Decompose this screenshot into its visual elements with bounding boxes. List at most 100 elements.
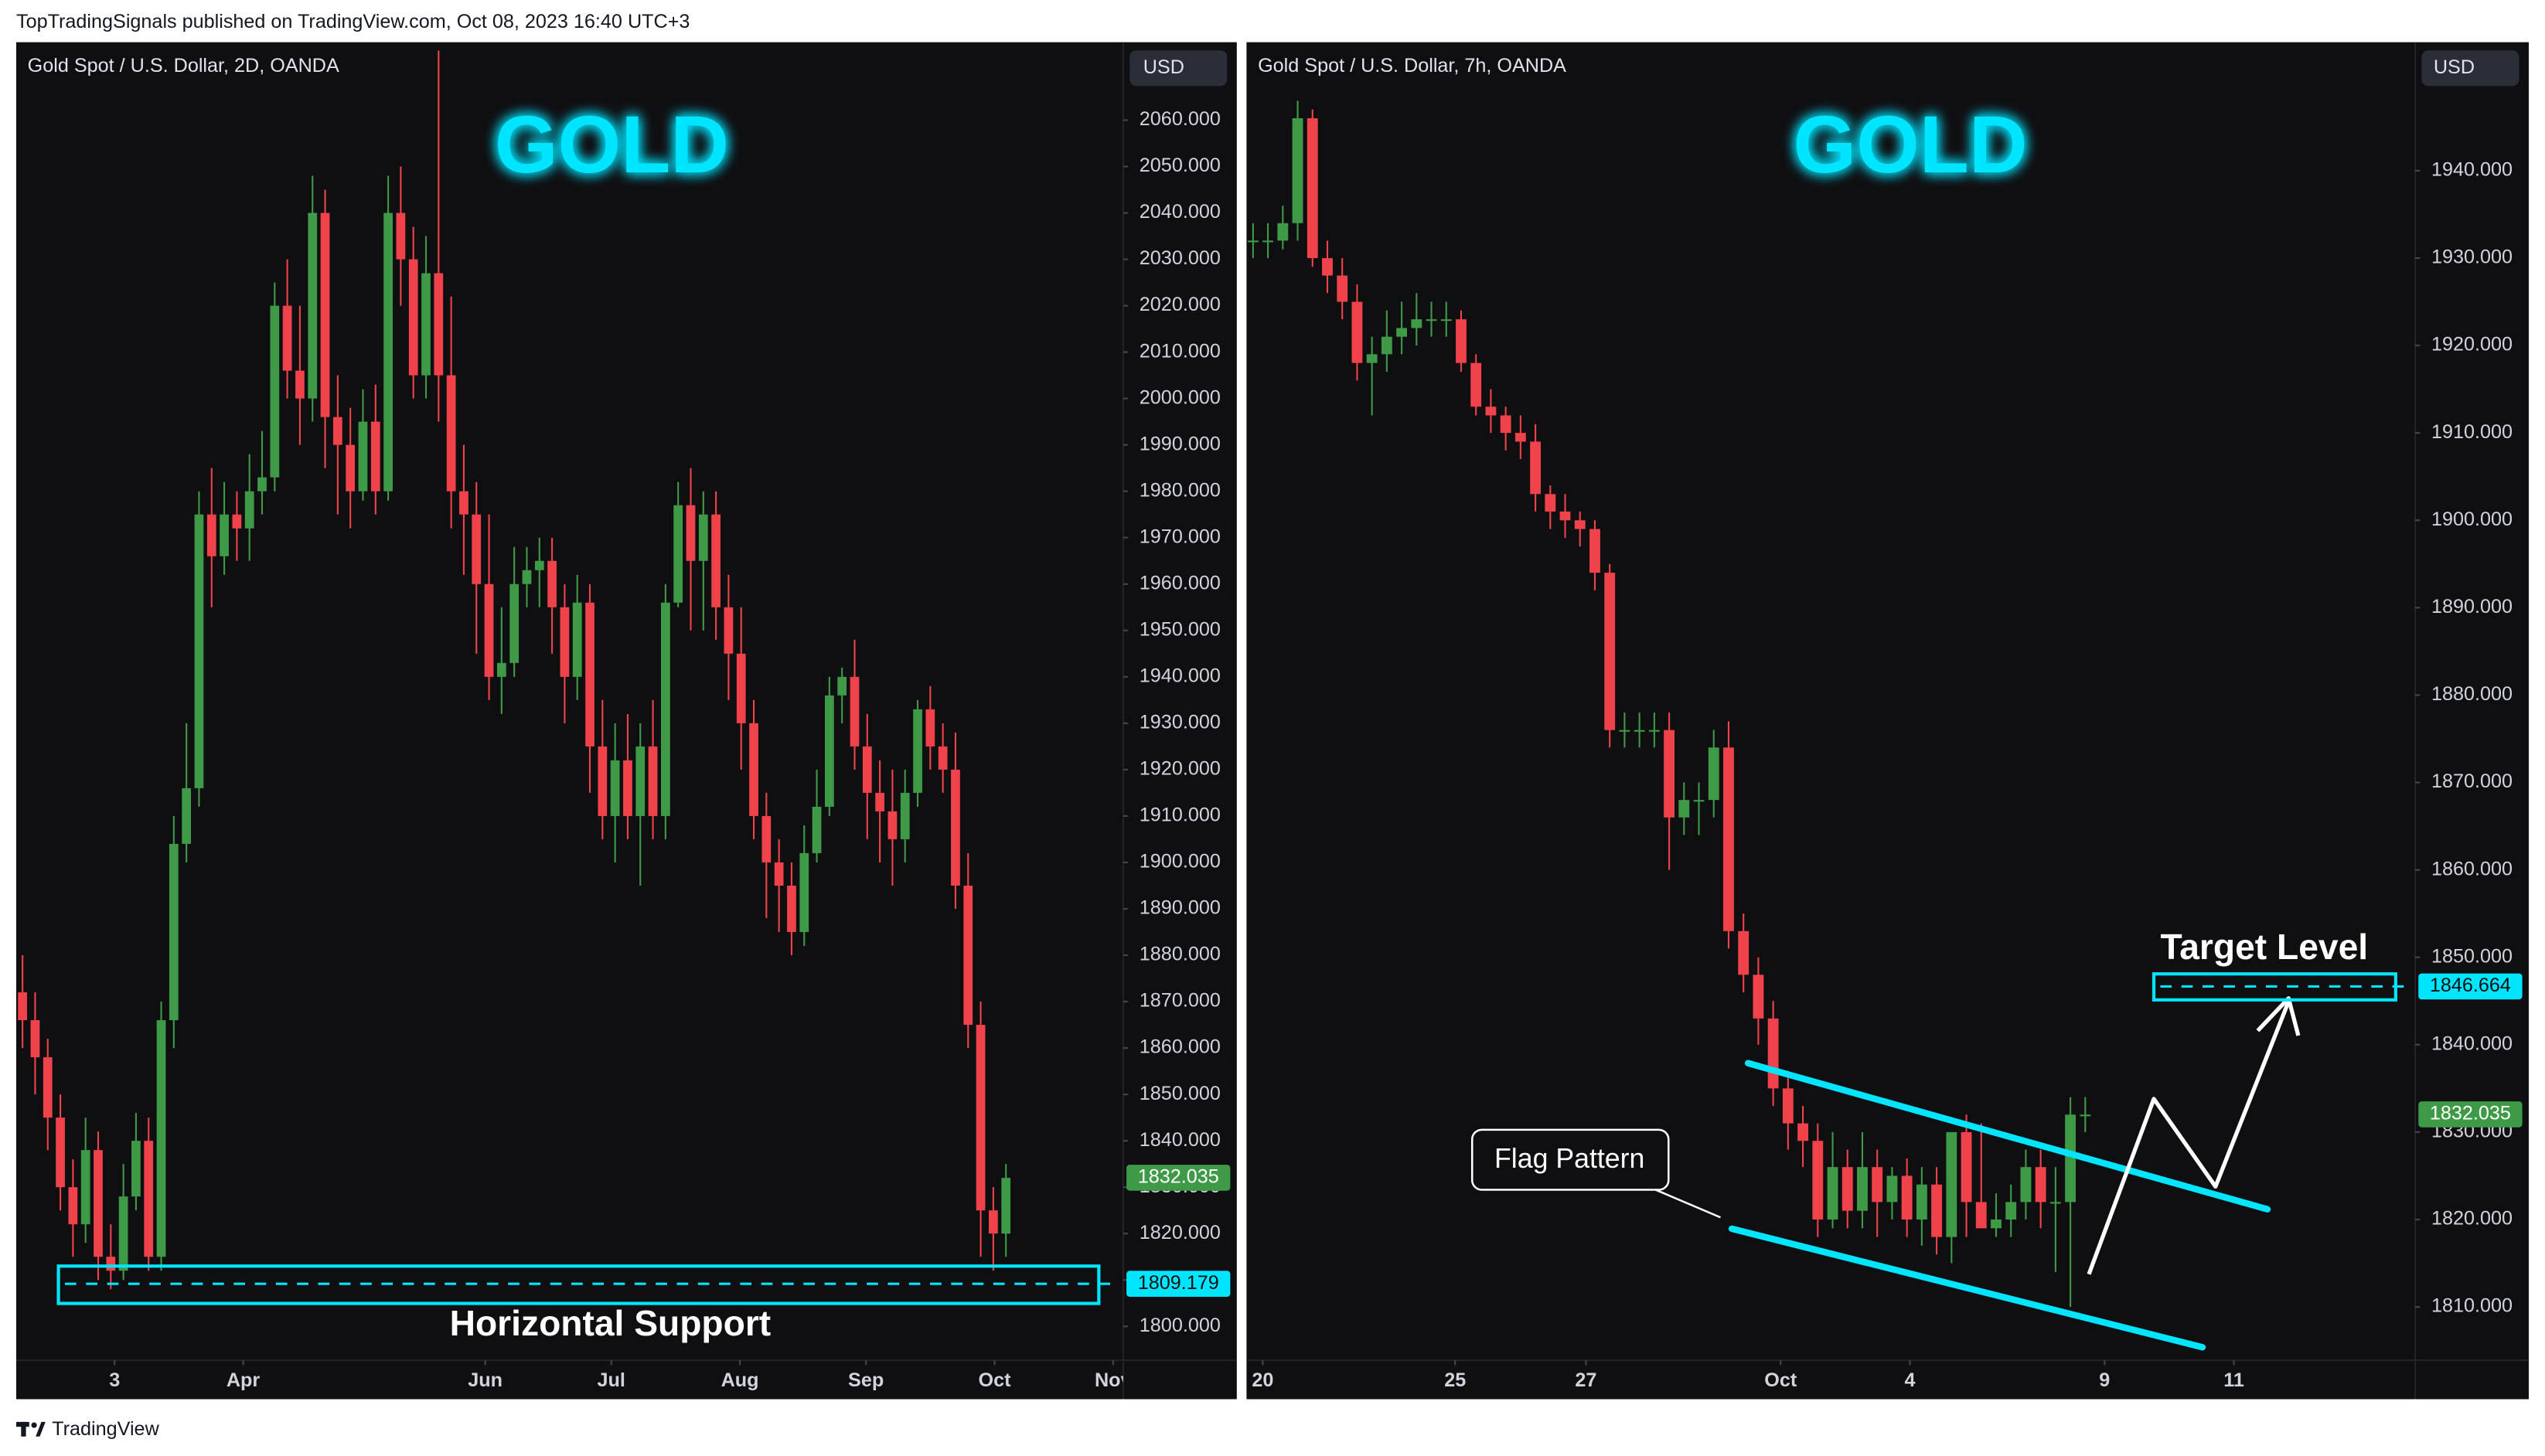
candle-body: [232, 514, 242, 529]
candle-body: [459, 491, 468, 515]
candle-body: [1782, 1088, 1794, 1124]
candle-body: [1991, 1219, 2002, 1229]
y-tick-label: 2010.000: [1140, 340, 1221, 362]
candle-body: [635, 746, 646, 816]
candle-body: [1485, 407, 1497, 416]
symbol-info: Gold Spot / U.S. Dollar, 2D, OANDA: [28, 55, 339, 77]
x-tick-label: Jun: [468, 1369, 503, 1391]
candle-body: [68, 1187, 78, 1225]
candle-body: [976, 1025, 986, 1211]
symbol-info: Gold Spot / U.S. Dollar, 7h, OANDA: [1258, 55, 1566, 77]
candle-body: [1901, 1175, 1913, 1220]
candle-body: [1001, 1178, 1011, 1234]
candle-body: [913, 709, 922, 793]
candle-body: [80, 1150, 90, 1225]
candle-body: [332, 417, 342, 445]
y-tick-label: 1930.000: [1140, 712, 1221, 733]
candle-body: [370, 421, 380, 492]
candle-body: [2080, 1114, 2091, 1117]
x-tick-label: 11: [2223, 1369, 2244, 1391]
level-tag-label: 1809.179: [1138, 1272, 1219, 1294]
candle-body: [1366, 354, 1378, 363]
currency-button[interactable]: [2421, 50, 2519, 87]
candle-body: [1753, 975, 1764, 1019]
candle-body: [547, 560, 557, 607]
x-tick-label: 9: [2099, 1369, 2110, 1391]
candle-body: [1872, 1167, 1883, 1203]
candle-body: [2020, 1167, 2032, 1203]
y-tick-label: 1950.000: [1140, 618, 1221, 640]
left-panel: [15, 42, 1237, 1400]
candle-body: [1247, 240, 1259, 243]
candle-body: [812, 806, 822, 853]
candle-body: [534, 560, 544, 570]
level-tag: [1126, 1271, 1231, 1297]
candle-body: [169, 843, 179, 1021]
candle-body: [837, 676, 847, 696]
candle-body: [1723, 747, 1734, 931]
candle-body: [2005, 1202, 2017, 1220]
candle-body: [106, 1257, 116, 1271]
x-tick-label: 4: [1904, 1369, 1915, 1391]
currency[interactable]: USD: [1143, 56, 1184, 78]
callout-pointer: [1654, 1189, 1721, 1219]
candle-body: [989, 1210, 998, 1234]
candle-body: [1841, 1167, 1853, 1211]
candle-body: [1634, 730, 1645, 732]
candle-body: [660, 602, 670, 816]
y-tick-label: 2030.000: [1140, 247, 1221, 269]
candle-body: [1946, 1131, 1957, 1237]
candle-body: [206, 514, 216, 556]
candle-body: [1456, 319, 1467, 363]
candle-body: [1292, 118, 1303, 223]
y-tick-label: 1930.000: [2431, 247, 2513, 268]
candle-body: [1678, 800, 1690, 818]
y-tick-label: 1990.000: [1140, 433, 1221, 454]
y-tick-label: 1980.000: [1140, 479, 1221, 501]
x-tick-label: Apr: [227, 1369, 261, 1391]
currency[interactable]: USD: [2434, 56, 2475, 78]
candle-body: [673, 505, 683, 603]
flag-lower-line: [1728, 1225, 2206, 1351]
y-tick-label: 1910.000: [1140, 805, 1221, 826]
candle-body: [1975, 1202, 1987, 1229]
candle-body: [1440, 319, 1452, 321]
candle-body: [434, 273, 444, 376]
candle-body: [1767, 1018, 1779, 1089]
candle-body: [383, 213, 393, 492]
y-tick-label: 1820.000: [1140, 1222, 1221, 1243]
candle-body: [711, 514, 721, 607]
publish-info: TopTradingSignals published on TradingVi…: [16, 11, 690, 32]
currency-button[interactable]: [1129, 50, 1228, 87]
candle-body: [1708, 747, 1719, 801]
candle-body: [925, 709, 935, 747]
candle-body: [888, 811, 898, 839]
candle-body: [1411, 319, 1422, 328]
candle-body: [1262, 240, 1274, 243]
candle-body: [1514, 433, 1526, 442]
y-tick-label: 1940.000: [2431, 159, 2513, 181]
projection-path: [2087, 1000, 2291, 1275]
candle-body: [1619, 730, 1630, 732]
x-tick-label: Oct: [1764, 1369, 1797, 1391]
candle-body: [1664, 730, 1675, 818]
candle-body: [421, 273, 431, 376]
candle-body: [30, 1020, 40, 1058]
candle-body: [408, 259, 418, 376]
level-tag: [2418, 973, 2523, 1000]
candle-body: [1559, 511, 1571, 521]
candle-body: [1916, 1184, 1927, 1220]
candle-body: [774, 862, 784, 886]
y-tick-label: 1900.000: [1140, 851, 1221, 873]
candle-body: [2065, 1114, 2077, 1203]
y-tick-label: 1970.000: [1140, 526, 1221, 547]
candle-body: [257, 477, 267, 492]
y-tick-label: 2060.000: [1140, 108, 1221, 130]
candle-body: [799, 852, 809, 932]
callout-box: [1470, 1128, 1670, 1191]
y-tick-label: 2000.000: [1140, 386, 1221, 408]
candle-body: [560, 607, 570, 677]
candle-body: [1738, 930, 1749, 975]
candle-body: [509, 583, 520, 663]
footer-logo: [15, 1421, 46, 1437]
